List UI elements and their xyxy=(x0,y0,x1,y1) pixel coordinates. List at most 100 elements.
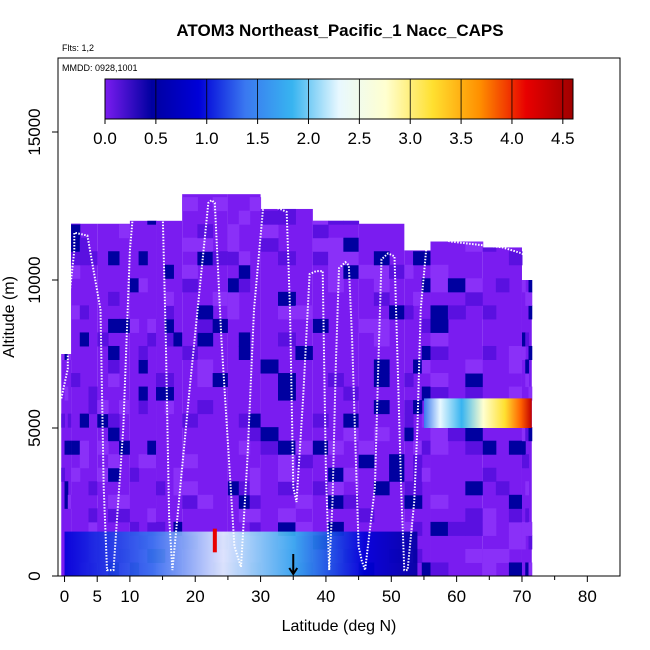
heatmap-cell xyxy=(61,413,66,428)
heatmap-cell xyxy=(64,494,69,509)
heatmap-cell xyxy=(138,386,148,401)
heatmap-cell xyxy=(164,386,174,401)
heatmap-cell xyxy=(328,494,344,509)
heatmap-cell xyxy=(430,427,449,442)
heatmap-cell xyxy=(508,494,523,509)
heatmap-cell xyxy=(227,278,240,293)
heatmap-cell xyxy=(79,413,89,428)
heatmap-cell xyxy=(147,220,157,225)
heatmap-cell xyxy=(430,318,449,333)
heatmap-cell xyxy=(508,386,523,401)
heatmap-cell xyxy=(312,481,329,496)
heatmap-cell xyxy=(182,197,198,212)
heatmap-cell xyxy=(88,521,98,536)
heatmap-cell xyxy=(129,278,140,293)
heatmap-cell xyxy=(197,332,214,347)
heatmap-cell xyxy=(482,548,497,563)
colorbar-tick-label: 3.0 xyxy=(398,129,422,148)
heatmap-cell xyxy=(328,373,344,388)
heatmap-cell xyxy=(343,413,360,428)
x-tick-label: 20 xyxy=(186,587,205,606)
heatmap-cell xyxy=(373,332,390,347)
heatmap-cell xyxy=(413,494,423,509)
heatmap-cell xyxy=(182,237,198,252)
heatmap-cell xyxy=(88,508,98,523)
y-tick-label: 10000 xyxy=(25,256,44,303)
heatmap-cell xyxy=(421,278,431,293)
heatmap-cell xyxy=(164,332,174,347)
heatmap-cell xyxy=(328,481,344,496)
heatmap-cell xyxy=(521,280,526,293)
heatmap-cell xyxy=(64,386,69,401)
heatmap-cell xyxy=(343,494,360,509)
heatmap-cell xyxy=(404,400,414,415)
x-tick-label: 0 xyxy=(60,587,69,606)
heatmap-cell xyxy=(67,494,72,509)
heatmap-cell xyxy=(525,332,530,347)
heatmap-cell xyxy=(508,345,523,360)
heatmap-cell xyxy=(260,427,279,442)
heatmap-cell xyxy=(521,332,526,347)
heatmap-cell xyxy=(108,508,120,523)
heatmap-cell xyxy=(482,345,497,360)
heatmap-cell xyxy=(88,386,98,401)
heatmap-cell xyxy=(482,440,497,455)
heatmap-cell xyxy=(138,359,148,374)
heatmap-cell xyxy=(312,318,329,333)
heatmap-cell xyxy=(249,413,262,428)
heatmap-cell xyxy=(249,197,262,212)
heatmap-cell xyxy=(312,224,329,239)
heatmap-cell xyxy=(528,345,533,360)
heatmap-cell xyxy=(508,535,523,550)
heatmap-cell xyxy=(413,359,423,374)
heatmap-cell xyxy=(227,481,240,496)
heatmap-cell xyxy=(118,400,131,415)
heatmap-cell xyxy=(312,440,329,455)
heatmap-cell xyxy=(278,251,296,266)
heatmap-cell xyxy=(197,318,214,333)
heatmap-cell xyxy=(67,440,72,455)
heatmap-cell xyxy=(212,373,229,388)
heatmap-cell xyxy=(404,373,414,388)
heatmap-cell xyxy=(138,278,148,293)
heatmap-cell xyxy=(238,440,251,455)
heatmap-cell xyxy=(108,454,120,469)
flight-track-line xyxy=(60,198,526,572)
heatmap-cell xyxy=(328,237,344,252)
heatmap-cell xyxy=(197,373,214,388)
heatmap-cell xyxy=(528,535,533,550)
heatmap-cell xyxy=(482,305,497,320)
heatmap-cell xyxy=(238,481,251,496)
colorbar-tick-label: 1.5 xyxy=(246,129,270,148)
heatmap-cell xyxy=(227,291,240,306)
heatmap-cell xyxy=(108,359,120,374)
heatmap-cell xyxy=(260,224,279,239)
heatmap-cell xyxy=(64,481,69,496)
heatmap-layer xyxy=(61,194,533,576)
heatmap-cell xyxy=(118,318,131,333)
heatmap-cell xyxy=(447,278,466,293)
heatmap-cell xyxy=(156,386,166,401)
heatmap-cell xyxy=(79,305,89,320)
heatmap-cell xyxy=(164,305,174,320)
heatmap-cell xyxy=(88,251,98,266)
heatmap-cell xyxy=(108,427,120,442)
heatmap-cell xyxy=(508,251,523,266)
heatmap-cell xyxy=(227,237,240,252)
heatmap-cell xyxy=(482,467,497,482)
colorbar-tick-label: 4.5 xyxy=(551,129,575,148)
heatmap-cell xyxy=(430,264,449,279)
heatmap-cell xyxy=(164,264,174,279)
heatmap-cell xyxy=(343,220,360,225)
heatmap-cell xyxy=(118,494,131,509)
heatmap-cell xyxy=(521,454,526,469)
heatmap-features xyxy=(64,398,532,576)
flight-track-layer xyxy=(60,198,526,572)
heatmap-cell xyxy=(421,359,431,374)
heatmap-cell xyxy=(238,210,251,225)
heatmap-cell xyxy=(227,251,240,266)
heatmap-cell xyxy=(465,427,484,442)
colorbar-gradient xyxy=(104,78,574,120)
heatmap-cell xyxy=(197,494,214,509)
